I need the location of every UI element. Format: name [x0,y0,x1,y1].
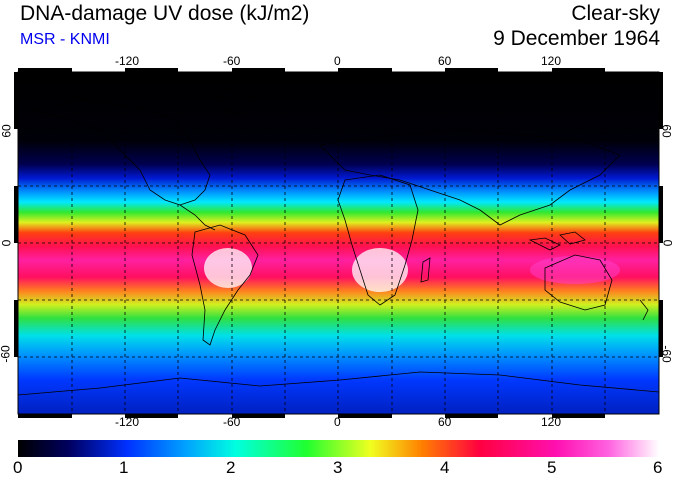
lon-tick-top: 0 [334,54,341,68]
lat-tick-left: -60 [0,345,13,363]
lat-tick-left: 60 [0,124,14,138]
lat-tick-right: 60 [659,124,674,138]
colorbar [18,440,659,457]
colorbar-label: 1 [119,458,129,477]
lon-tick-top: 120 [541,54,562,68]
lon-tick-bottom: 120 [541,415,562,429]
lat-tick-right: 0 [660,239,675,247]
colorbar-label: 2 [226,458,236,477]
map-date: 9 December 1964 [493,27,660,50]
lon-tick-bottom: -60 [223,415,241,429]
hotspot-south-america [204,248,252,288]
coastlines [18,87,659,396]
lat-tick-right: -60 [659,345,674,363]
lat-tick-left: 0 [0,239,14,247]
lon-tick-top: -120 [115,54,140,68]
hotspot-africa [352,248,408,292]
source-label: MSR - KNMI [20,31,110,48]
colorbar-label: 3 [333,458,343,477]
lon-tick-top: -60 [223,54,241,68]
lon-tick-top: 60 [438,54,452,68]
lon-tick-bottom: -120 [115,415,140,429]
graticule [18,72,659,414]
colorbar-label: 6 [653,458,663,477]
map-title: DNA-damage UV dose (kJ/m2) [20,2,310,25]
lon-tick-bottom: 60 [438,415,452,429]
lon-tick-bottom: 0 [334,415,341,429]
colorbar-label: 5 [547,458,557,477]
colorbar-label: 0 [13,458,23,477]
colorbar-label: 4 [440,458,450,477]
hotspot-australia [530,256,620,284]
sky-condition: Clear-sky [571,2,660,25]
frame-border-ticks [14,68,663,418]
